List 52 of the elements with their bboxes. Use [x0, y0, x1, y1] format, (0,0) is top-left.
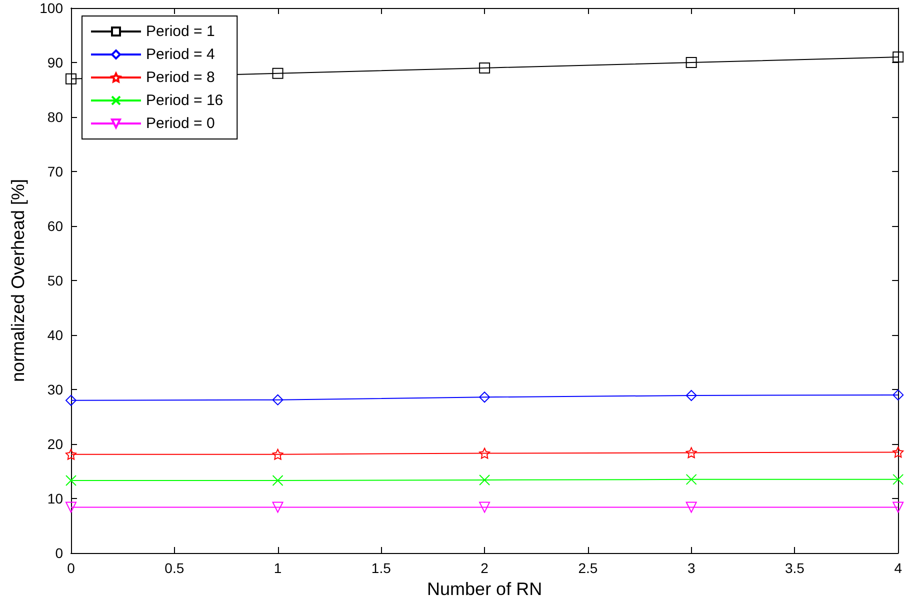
x-tick-label: 3 [687, 560, 696, 576]
x-tick-label: 2 [480, 560, 489, 576]
point [272, 502, 284, 513]
x-tick-label: 0.5 [164, 560, 184, 576]
legend-label: Period = 4 [146, 46, 215, 63]
y-tick-label: 70 [47, 164, 64, 180]
legend-label: Period = 1 [146, 23, 215, 40]
point [892, 446, 904, 458]
point [479, 62, 490, 74]
legend-label: Period = 0 [146, 115, 215, 132]
point [66, 475, 76, 486]
y-tick-label: 0 [55, 545, 64, 561]
point [479, 502, 490, 513]
point [272, 68, 284, 79]
point [66, 502, 76, 513]
point [66, 394, 76, 406]
legend-label: Period = 8 [146, 69, 215, 86]
y-tick-label: 20 [47, 436, 64, 452]
y-tick-label: 10 [47, 490, 64, 506]
point [479, 474, 490, 486]
point [686, 447, 697, 458]
y-tick-label: 50 [47, 272, 64, 288]
point [479, 392, 490, 403]
point [686, 502, 697, 513]
x-tick-label: 1 [274, 560, 282, 576]
y-tick-label: 40 [47, 327, 64, 343]
x-tick-label: 2.5 [578, 560, 598, 576]
point [686, 57, 697, 68]
point [272, 394, 284, 406]
point [686, 390, 697, 401]
x-tick-label: 3.5 [784, 560, 805, 576]
point [66, 73, 76, 84]
y-tick-label: 30 [47, 382, 64, 398]
point [272, 475, 284, 486]
point [66, 448, 76, 460]
point [892, 502, 904, 513]
point [892, 474, 904, 485]
x-tick-label: 4 [894, 560, 902, 576]
point [686, 474, 697, 485]
y-tick-label: 100 [40, 0, 64, 16]
point [479, 448, 490, 459]
point [892, 52, 904, 63]
point [892, 389, 904, 400]
x-axis-title: Number of RN [427, 578, 542, 599]
x-tick-label: 0 [67, 560, 76, 576]
y-tick-label: 80 [47, 109, 64, 125]
legend-label: Period = 16 [146, 92, 224, 109]
point [272, 448, 284, 460]
y-tick-label: 60 [47, 218, 64, 234]
y-axis-title: normalized Overhead [%] [8, 178, 28, 382]
x-tick-label: 1.5 [371, 560, 392, 576]
y-tick-label: 90 [47, 54, 64, 70]
